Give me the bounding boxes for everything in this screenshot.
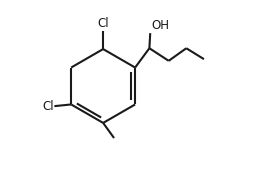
Text: OH: OH <box>151 19 169 32</box>
Text: Cl: Cl <box>42 100 54 113</box>
Text: Cl: Cl <box>97 17 109 30</box>
